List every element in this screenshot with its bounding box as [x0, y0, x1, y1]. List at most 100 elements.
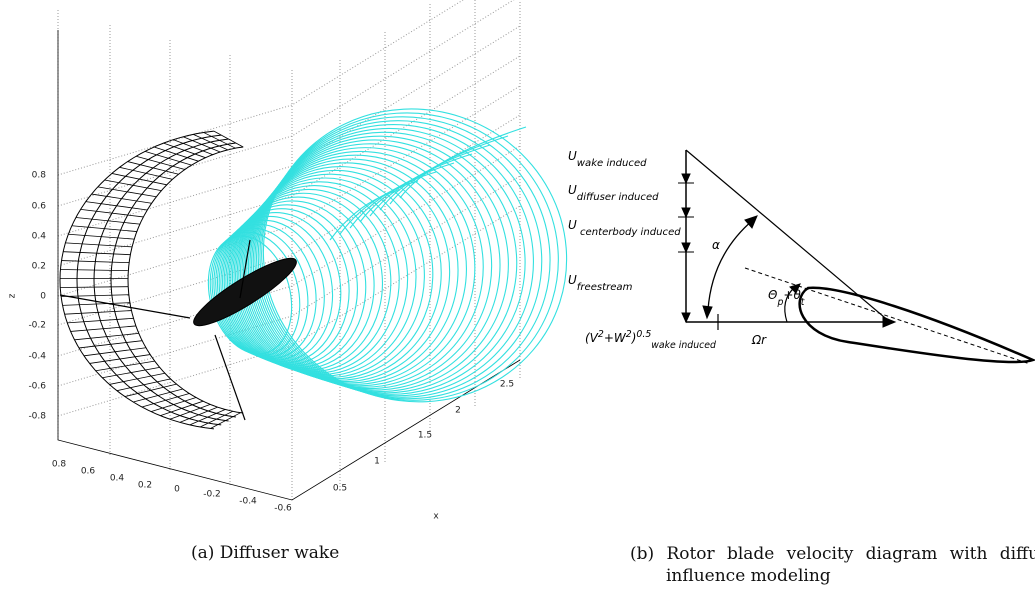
- wake-filament: [399, 126, 527, 199]
- z-tick-label: -0.2: [28, 321, 46, 331]
- diffuser-mesh: [61, 294, 129, 297]
- z-tick-label: 0: [40, 292, 46, 302]
- diagram-label: Uwake induced: [568, 149, 647, 169]
- diffuser-mesh: [76, 134, 222, 426]
- y-tick-label: -0.2: [203, 490, 221, 500]
- z-tick-label: 0.2: [32, 262, 46, 272]
- diffuser-mesh: [65, 242, 133, 248]
- axis-line: [57, 30, 521, 501]
- grid-line: [57, 85, 521, 297]
- diffuser-mesh: [71, 225, 137, 232]
- y-tick-label: -0.6: [274, 504, 292, 514]
- wake-filament: [349, 171, 437, 229]
- label-part: 2: [598, 329, 604, 340]
- diffuser-mesh: [111, 173, 167, 186]
- diffuser-mesh: [213, 130, 244, 148]
- diffuser-mesh: [63, 251, 131, 256]
- x-tick-label: 2: [455, 406, 461, 416]
- diffuser-mesh: [89, 354, 151, 364]
- diffuser-mesh: [199, 410, 234, 428]
- diffuser-mesh: [124, 383, 177, 397]
- diffuser-mesh: [179, 406, 218, 423]
- label-part: U: [568, 218, 577, 232]
- diffuser-mesh: [85, 201, 148, 211]
- diffuser-mesh: [182, 136, 221, 153]
- z-tick-label: 0.8: [32, 171, 47, 181]
- diffuser-mesh: [91, 193, 152, 204]
- diffuser-mesh: [133, 388, 183, 403]
- wake-filament: [339, 180, 419, 235]
- diffuser-mesh: [74, 333, 139, 341]
- diffuser-mesh: [60, 286, 129, 288]
- y-tick-label: 0.4: [110, 474, 125, 484]
- wake-filament: [329, 189, 401, 241]
- diffuser-mesh: [203, 132, 236, 149]
- diffuser-mesh: [160, 400, 204, 417]
- y-tick-label: 0.2: [138, 481, 152, 491]
- diagram-label: Ufreestream: [568, 273, 633, 293]
- grid-line: [57, 0, 464, 176]
- centerbody: [193, 257, 297, 327]
- label-part: U: [568, 183, 577, 197]
- alpha-label: α: [712, 238, 720, 252]
- wake-filament: [359, 162, 455, 223]
- blade: [214, 334, 246, 421]
- x-tick-label: 1.5: [418, 431, 432, 441]
- z-tick-label: -0.8: [28, 412, 46, 422]
- diffuser-mesh: [68, 233, 135, 240]
- label-part: freestream: [577, 282, 633, 293]
- omega-r-label: Ωr: [751, 333, 767, 347]
- y-tick-label: 0.8: [52, 460, 67, 470]
- caption-a: (a) Diffuser wake: [191, 543, 340, 563]
- label-part: (V: [585, 331, 599, 345]
- x-tick-label: 0.5: [333, 484, 347, 494]
- diagram-label: U centerbody induced: [568, 218, 681, 238]
- diffuser-mesh: [189, 409, 226, 426]
- x-tick-label: 1: [374, 457, 380, 467]
- diffuser-mesh: [169, 404, 211, 420]
- diagram-label: (V2+W2)0.5wake induced: [585, 329, 716, 351]
- diffuser-mesh: [141, 393, 190, 408]
- grid-line: [57, 25, 521, 237]
- label-part: 0.5: [636, 329, 651, 340]
- label-part: t: [801, 297, 805, 308]
- label-part: wake induced: [577, 158, 647, 169]
- label-part: p: [776, 297, 783, 308]
- x-label: x: [433, 512, 439, 522]
- z-label: z: [8, 293, 18, 298]
- diffuser-mesh: [116, 378, 171, 392]
- diffuser-mesh: [67, 317, 134, 324]
- label-part: U: [568, 149, 577, 163]
- caption-b: (b) Rotor blade velocity diagram with di…: [630, 544, 1035, 586]
- y-tick-label: -0.4: [239, 497, 257, 507]
- plot-drawing: [57, 0, 568, 501]
- blade: [239, 239, 251, 299]
- y-tick-label: 0.6: [81, 467, 96, 477]
- z-axis-label: z: [8, 293, 18, 298]
- label-part: centerbody induced: [577, 227, 681, 238]
- diagram-label: Udiffuser induced: [568, 183, 659, 203]
- diffuser-mesh: [163, 142, 206, 159]
- diffuser-mesh: [59, 130, 214, 430]
- diffuser-mesh: [127, 161, 179, 175]
- diffuser-mesh: [193, 133, 228, 151]
- diffuser-mesh: [75, 217, 140, 225]
- diffuser-mesh: [119, 166, 173, 180]
- z-tick-label: 0.6: [32, 202, 47, 212]
- diffuser-mesh: [70, 325, 136, 332]
- diffuser-mesh: [78, 340, 143, 349]
- label-part: +W: [604, 331, 627, 345]
- diffuser-mesh: [64, 310, 132, 315]
- diffuser-mesh: [83, 347, 147, 357]
- diffuser-mesh: [150, 397, 197, 412]
- label-part: wake induced: [651, 340, 716, 351]
- diffuser-mesh: [173, 139, 213, 156]
- z-tick-label: 0.4: [32, 232, 47, 242]
- diffuser-mesh: [60, 269, 129, 272]
- diffuser-mesh: [210, 412, 241, 429]
- label-part: +θ: [783, 288, 801, 302]
- diffuser-mesh: [104, 179, 162, 192]
- grid-line: [57, 175, 521, 387]
